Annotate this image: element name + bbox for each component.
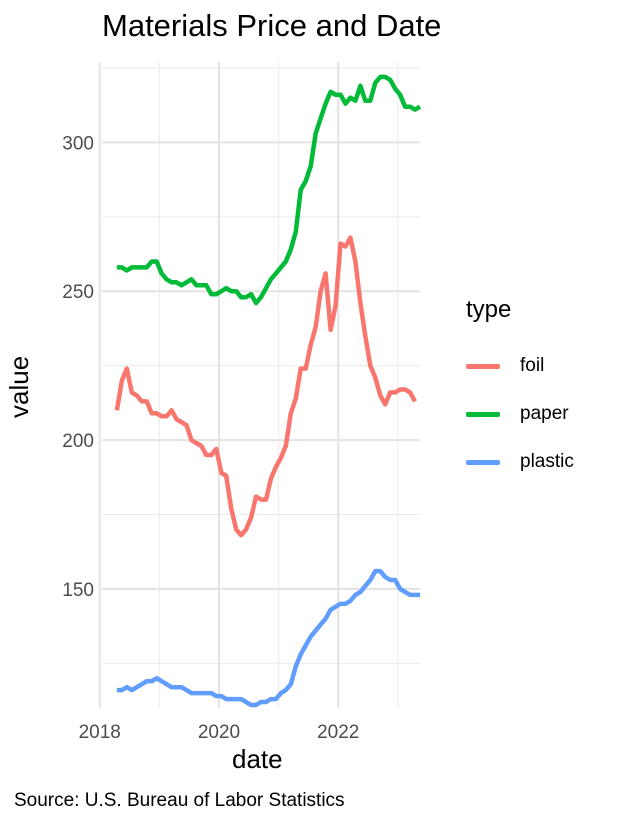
legend-label-foil: foil xyxy=(520,355,545,376)
y-tick-label: 150 xyxy=(62,580,94,601)
x-tick-label: 2020 xyxy=(198,722,240,743)
y-axis-title: value xyxy=(4,355,34,418)
x-tick-label: 2018 xyxy=(79,722,121,743)
y-tick-label: 250 xyxy=(62,282,94,303)
legend-key-foil xyxy=(466,363,500,369)
legend-label-paper: paper xyxy=(520,403,569,424)
series-line-foil xyxy=(114,235,417,538)
x-axis-title: date xyxy=(232,744,283,774)
x-tick-label: 2022 xyxy=(317,722,359,743)
chart-title: Materials Price and Date xyxy=(102,8,442,43)
chart-caption: Source: U.S. Bureau of Labor Statistics xyxy=(14,790,345,811)
legend-item-plastic: plastic xyxy=(466,438,574,486)
legend-label-plastic: plastic xyxy=(520,451,574,472)
legend-key-paper xyxy=(466,411,500,417)
legend-item-paper: paper xyxy=(466,390,574,438)
series-line-paper xyxy=(116,74,422,306)
legend-title: type xyxy=(466,296,512,323)
y-tick-label: 200 xyxy=(62,431,94,452)
y-tick-label: 300 xyxy=(62,133,94,154)
legend-key-plastic xyxy=(466,459,500,465)
series-line-plastic xyxy=(116,568,420,708)
legend: type foil paper plastic xyxy=(466,296,574,486)
legend-items: foil paper plastic xyxy=(466,342,574,486)
legend-item-foil: foil xyxy=(466,342,574,390)
